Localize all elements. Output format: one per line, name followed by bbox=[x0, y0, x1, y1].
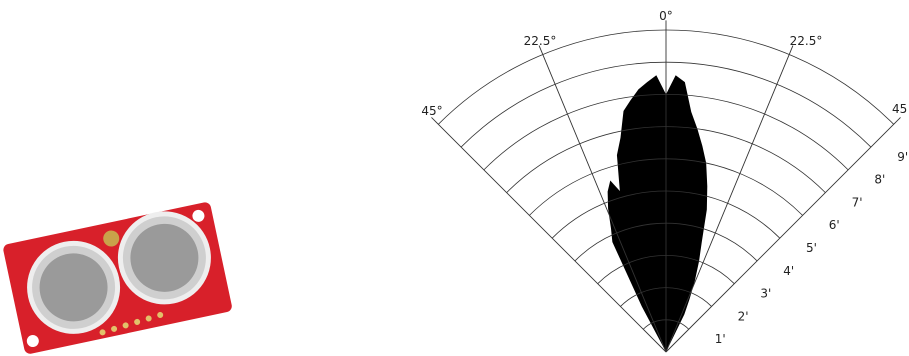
range-label: 7' bbox=[852, 195, 863, 209]
range-label: 8' bbox=[874, 173, 885, 187]
range-label: 3' bbox=[760, 287, 771, 301]
screen: 0°22.5°22.5°45°451'2'3'4'5'6'7'8'9'10 bbox=[0, 0, 909, 356]
sensor-photo bbox=[2, 201, 233, 355]
angle-label: 45 bbox=[892, 102, 907, 116]
angle-label: 45° bbox=[421, 104, 442, 118]
angle-label: 22.5° bbox=[790, 34, 823, 48]
range-label: 9' bbox=[897, 150, 908, 164]
range-label: 2' bbox=[738, 309, 749, 323]
beam bbox=[608, 75, 708, 352]
angle-label: 22.5° bbox=[524, 34, 557, 48]
range-label: 5' bbox=[806, 241, 817, 255]
beam-pattern: 0°22.5°22.5°45°451'2'3'4'5'6'7'8'9'10 bbox=[421, 9, 909, 352]
range-label: 4' bbox=[783, 264, 794, 278]
range-label: 6' bbox=[829, 218, 840, 232]
angle-label: 0° bbox=[659, 9, 673, 23]
range-label: 1' bbox=[715, 332, 726, 346]
